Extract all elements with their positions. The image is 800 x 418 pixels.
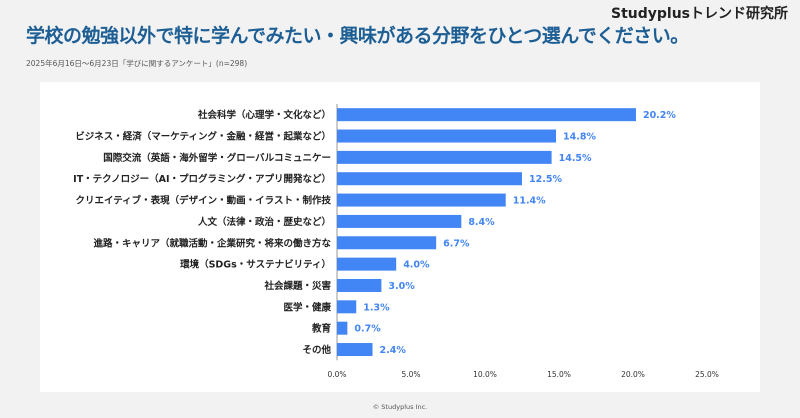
data-label: 6.7% [443, 238, 470, 249]
category-label: 社会科学（心理学・文化など） [197, 109, 331, 121]
bar [337, 108, 636, 122]
data-label: 4.0% [403, 260, 430, 271]
page-title: 学校の勉強以外で特に学んでみたい・興味がある分野をひとつ選んでください。 [26, 25, 689, 47]
x-tick-label: 20.0% [621, 370, 645, 379]
data-label: 2.4% [380, 345, 407, 356]
bar [337, 321, 348, 335]
copyright: © Studyplus Inc. [372, 403, 428, 411]
x-tick-label: 10.0% [473, 370, 497, 379]
bar [337, 214, 462, 228]
bar [337, 193, 506, 207]
data-label: 0.7% [354, 324, 381, 335]
category-label: 国際交流（英語・海外留学・グローバルコミュニケー [103, 152, 331, 164]
category-label: 人文（法律・政治・歴史など） [198, 216, 331, 228]
x-tick-label: 0.0% [327, 370, 346, 379]
data-label: 3.0% [388, 281, 415, 292]
data-label: 1.3% [363, 302, 390, 313]
category-label: 環境（SDGs・サステナビリティ） [180, 259, 331, 271]
bar [337, 278, 382, 292]
category-label: IT・テクノロジー（AI・プログラミング・アプリ開発など） [73, 173, 331, 185]
category-label: ビジネス・経済（マーケティング・金融・経営・起業など） [75, 131, 331, 143]
bar [337, 300, 357, 314]
bar [337, 236, 437, 250]
data-label: 14.5% [559, 153, 592, 164]
data-label: 8.4% [468, 217, 495, 228]
x-tick-label: 15.0% [547, 370, 571, 379]
category-label: 医学・健康 [283, 301, 331, 313]
brand-logo: Studyplusトレンド研究所 [610, 6, 788, 22]
data-label: 14.8% [563, 132, 596, 143]
category-label: 進路・キャリア（就職活動・企業研究・将来の働き方な [93, 237, 331, 249]
data-label: 11.4% [513, 196, 546, 207]
category-label: その他 [302, 344, 331, 356]
survey-note: 2025年6月16日～6月23日「学びに関するアンケート」(n=298) [26, 59, 248, 68]
category-label: 社会課題・災害 [263, 280, 331, 292]
data-label: 12.5% [529, 174, 562, 185]
x-tick-label: 25.0% [695, 370, 719, 379]
category-label: 教育 [311, 323, 332, 335]
x-tick-label: 5.0% [401, 370, 420, 379]
bar [337, 129, 557, 143]
bar [337, 172, 522, 186]
data-label: 20.2% [643, 110, 676, 121]
category-label: クリエイティブ・表現（デザイン・動画・イラスト・制作技 [75, 195, 331, 207]
bar [337, 257, 397, 271]
bar [337, 150, 552, 164]
bar [337, 343, 373, 357]
